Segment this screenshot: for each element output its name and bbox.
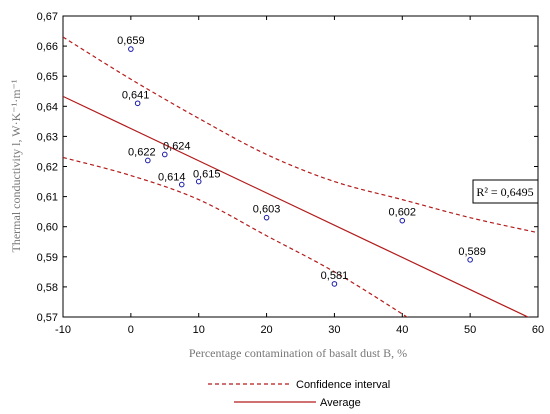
y-tick-label: 0,58 [37, 282, 58, 294]
y-tick-label: 0,66 [37, 41, 58, 53]
data-label: 0,622 [128, 146, 156, 158]
point-group: 0,659 0,641 0,622 0,624 0,614 0,615 0,603 0,581… [117, 35, 486, 287]
x-tick-label: 30 [328, 324, 340, 336]
r2-box: R² = 0,6495 [472, 179, 539, 204]
data-point [263, 214, 270, 221]
data-label: 0,603 [253, 204, 281, 216]
data-point [195, 178, 202, 185]
y-tick-label: 0,65 [37, 71, 58, 83]
data-label: 0,614 [158, 172, 186, 184]
y-tick-label: 0,61 [37, 192, 58, 204]
x-axis-label: Percentage contamination of basalt dust … [189, 346, 407, 360]
plot-frame [62, 15, 539, 318]
data-label: 0,602 [389, 207, 417, 219]
data-point [145, 157, 151, 164]
y-tick-label: 0,64 [37, 101, 58, 113]
y-tick-label: 0,62 [37, 162, 58, 174]
data-label: 0,581 [321, 270, 349, 282]
tick-group: -10 0 10 20 30 40 50 60 0,57 0,58 0,59 0,60 0,61 0,62… [37, 11, 545, 336]
data-label: 0,659 [117, 35, 145, 47]
data-label: 0,589 [458, 246, 486, 258]
confidence-lower-curve [63, 156, 408, 317]
x-tick-label: 60 [532, 324, 544, 336]
legend: Confidence interval Average [208, 379, 390, 409]
data-point [128, 46, 134, 52]
data-label: 0,615 [193, 169, 221, 181]
y-tick-label: 0,59 [37, 252, 58, 264]
data-point [178, 181, 185, 188]
data-label: 0,641 [122, 89, 150, 101]
data-point [161, 151, 168, 158]
x-tick-label: 10 [193, 324, 205, 336]
y-axis-label: Thermal conductivity l, W·K⁻¹·m⁻¹ [9, 79, 23, 252]
r2-box-frame [472, 179, 539, 204]
data-point [467, 257, 473, 263]
legend-label-average: Average [320, 397, 361, 409]
y-tick-label: 0,57 [37, 312, 58, 324]
x-tick-label: 0 [128, 324, 134, 336]
data-point [399, 217, 406, 224]
r2-annotation: R² = 0,6495 [476, 185, 533, 199]
confidence-upper-curve [63, 36, 538, 234]
y-tick-label: 0,60 [37, 222, 58, 234]
regression-line [63, 95, 530, 317]
data-label: 0,624 [163, 140, 191, 152]
x-tick-label: -10 [55, 324, 71, 336]
x-tick-label: 20 [260, 324, 272, 336]
data-point [331, 281, 338, 287]
y-tick-label: 0,63 [37, 131, 58, 143]
curve-group [63, 36, 538, 317]
legend-label-confidence: Confidence interval [296, 379, 390, 391]
x-tick-label: 50 [464, 324, 476, 336]
x-tick-label: 40 [396, 324, 408, 336]
data-point [134, 100, 141, 107]
y-tick-label: 0,67 [37, 11, 58, 23]
